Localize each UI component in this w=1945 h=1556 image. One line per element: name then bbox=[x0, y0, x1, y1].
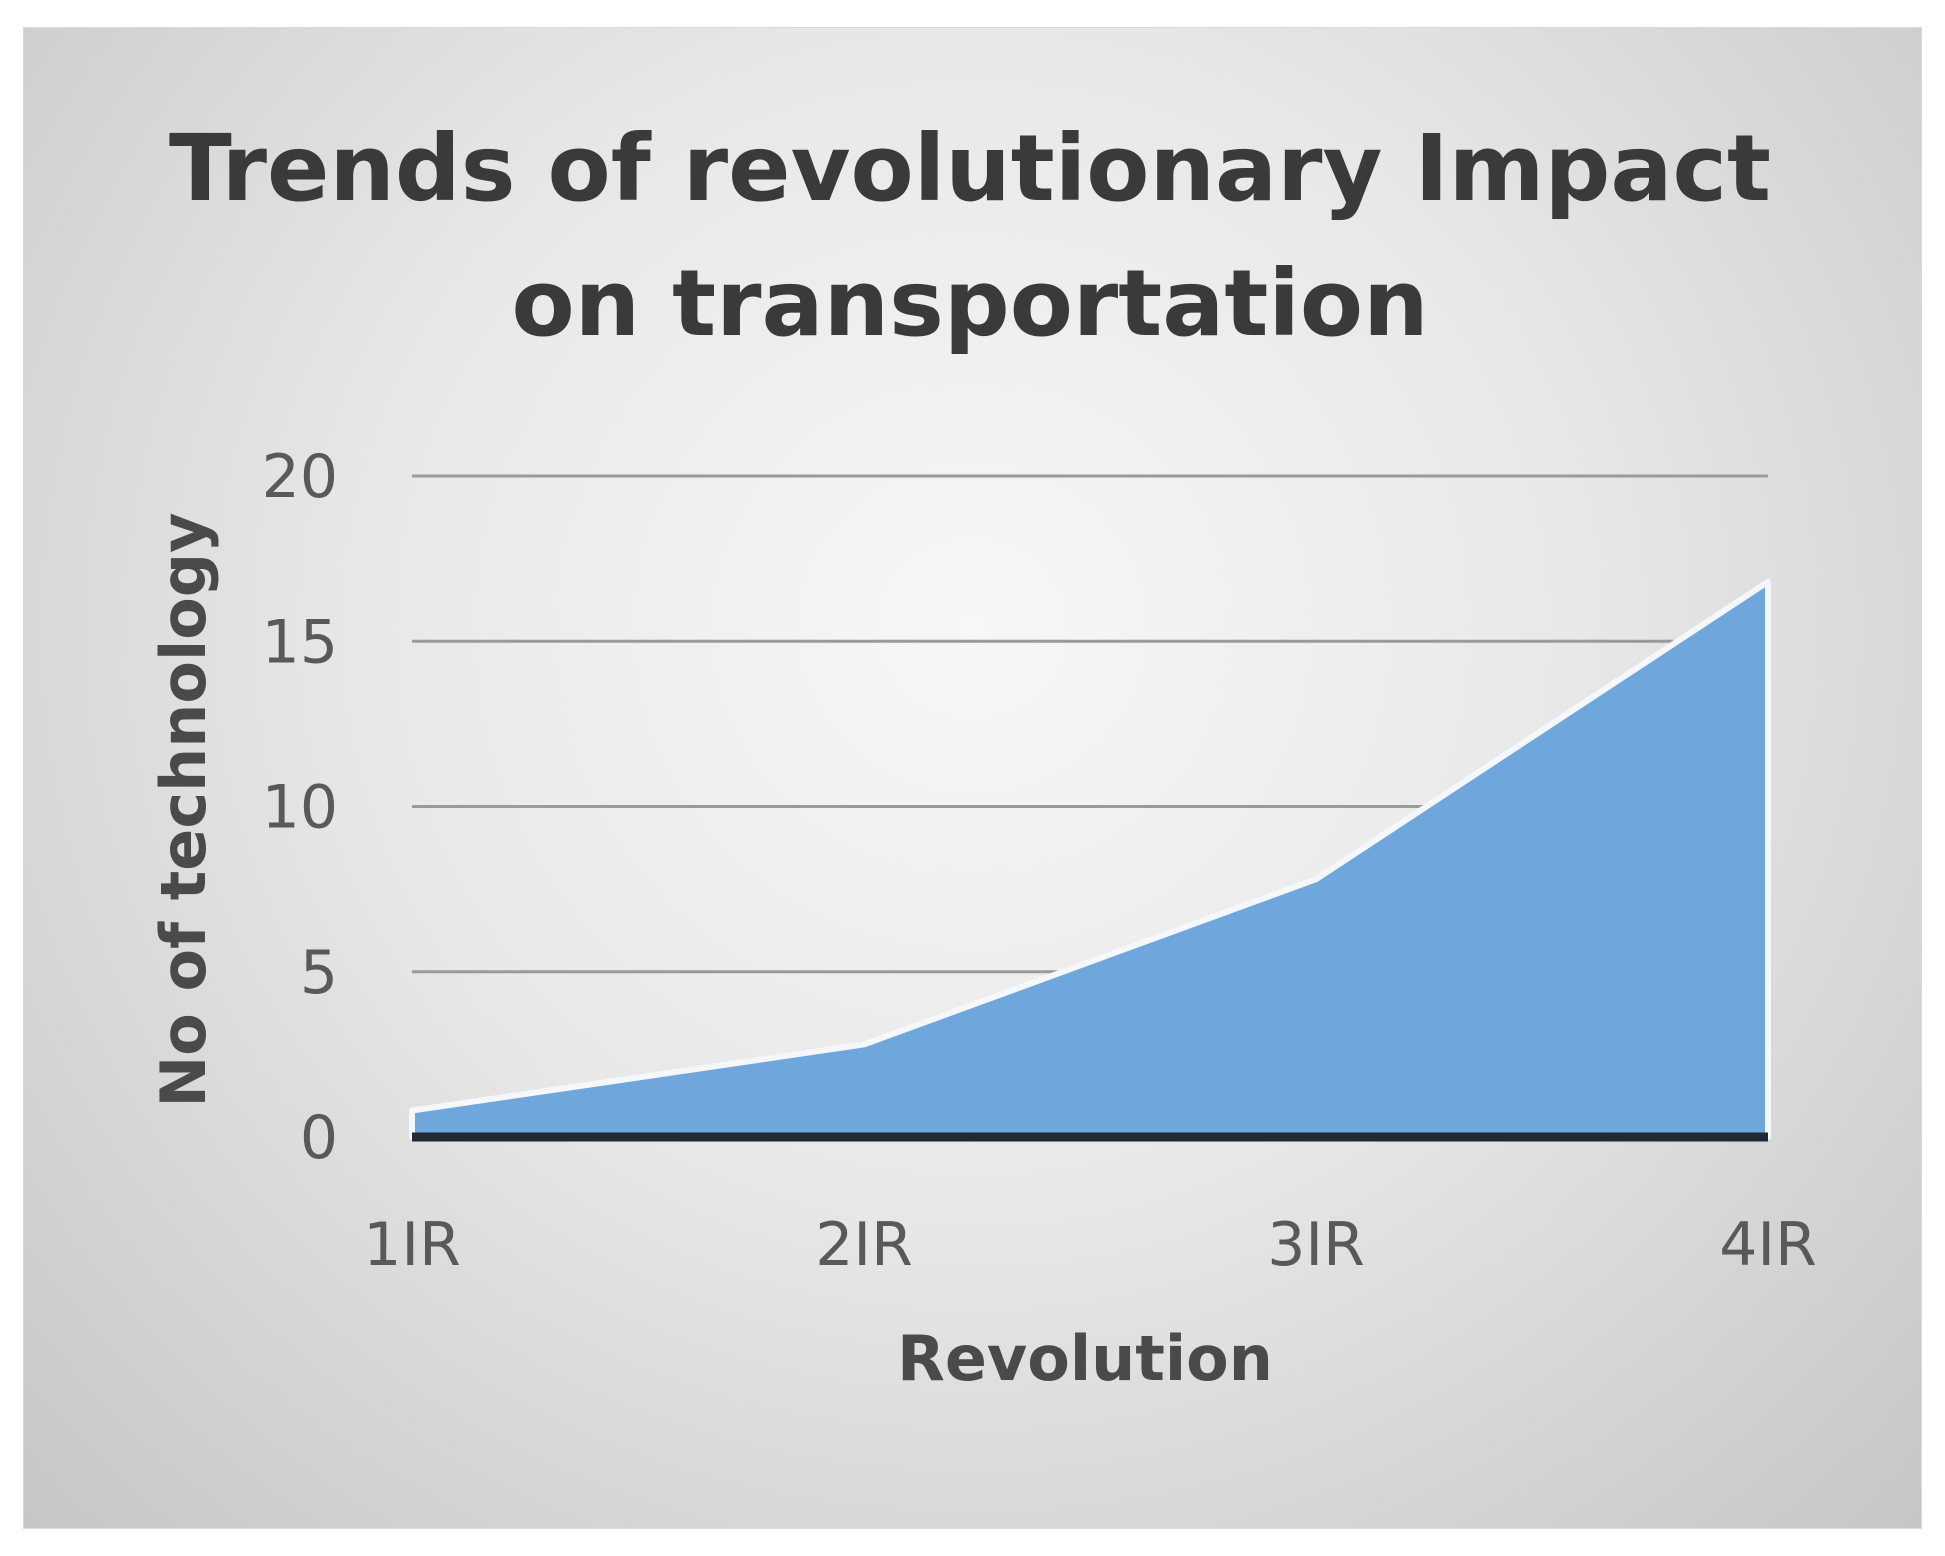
area-point-2IR bbox=[862, 1042, 866, 1046]
y-tick-label: 15 bbox=[262, 607, 338, 677]
chart-title-line-1: Trends of revolutionary Impact bbox=[169, 115, 1771, 222]
area-point-1IR bbox=[410, 1109, 414, 1113]
x-axis-tick-labels: 1IR 2IR 3IR 4IR bbox=[363, 1210, 1817, 1280]
y-tick-label: 0 bbox=[300, 1103, 338, 1173]
x-tick-label: 3IR bbox=[1267, 1210, 1365, 1280]
x-axis-title: Revolution bbox=[897, 1322, 1273, 1395]
chart-title-line-2: on transportation bbox=[511, 250, 1428, 357]
x-tick-label: 1IR bbox=[363, 1210, 461, 1280]
x-tick-label: 2IR bbox=[815, 1210, 913, 1280]
y-axis-title: No of technology bbox=[147, 512, 220, 1107]
area-point-3IR bbox=[1314, 877, 1318, 881]
area-point-4IR bbox=[1766, 580, 1770, 584]
x-tick-label: 4IR bbox=[1719, 1210, 1817, 1280]
y-tick-label: 10 bbox=[262, 773, 338, 843]
y-tick-label: 5 bbox=[300, 938, 338, 1008]
area-series-layer bbox=[409, 578, 1771, 1142]
area-series-0 bbox=[409, 578, 1771, 1140]
y-tick-label: 20 bbox=[262, 442, 338, 512]
chart-title: Trends of revolutionary Impact on transp… bbox=[169, 115, 1771, 357]
y-axis-tick-labels: 0 5 10 15 20 bbox=[262, 442, 338, 1173]
